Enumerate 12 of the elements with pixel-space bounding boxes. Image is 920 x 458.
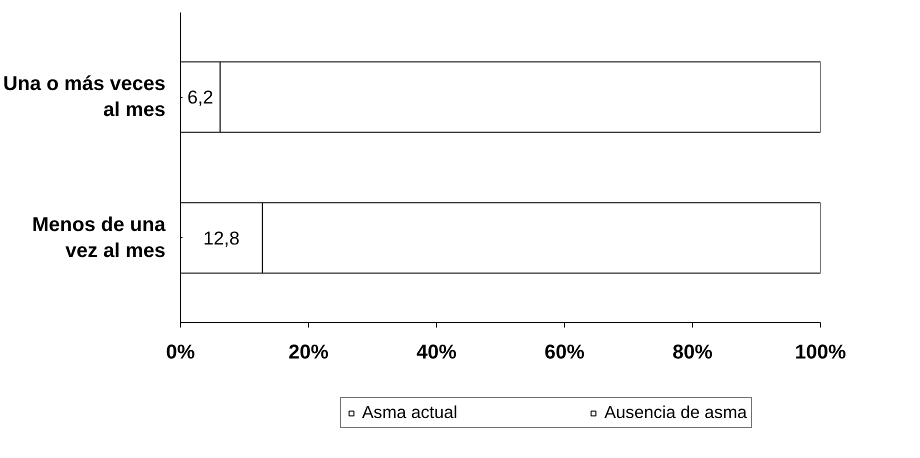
x-tick-label: 100% — [794, 342, 846, 364]
x-tick-label: 60% — [544, 342, 585, 364]
legend-label: Ausencia de asma — [604, 402, 747, 423]
data-label: 12,8 — [203, 227, 240, 248]
x-tick-label: 0% — [166, 342, 196, 364]
x-tick-label: 80% — [672, 342, 713, 364]
legend-label: Asma actual — [362, 402, 458, 423]
x-tick-label: 40% — [416, 342, 457, 364]
y-tick-label: Una o más veces al mes — [3, 72, 166, 122]
y-tick-label: Menos de una vez al mes — [32, 214, 166, 262]
data-label: 6,2 — [187, 86, 214, 108]
x-tick-label: 20% — [288, 342, 329, 364]
